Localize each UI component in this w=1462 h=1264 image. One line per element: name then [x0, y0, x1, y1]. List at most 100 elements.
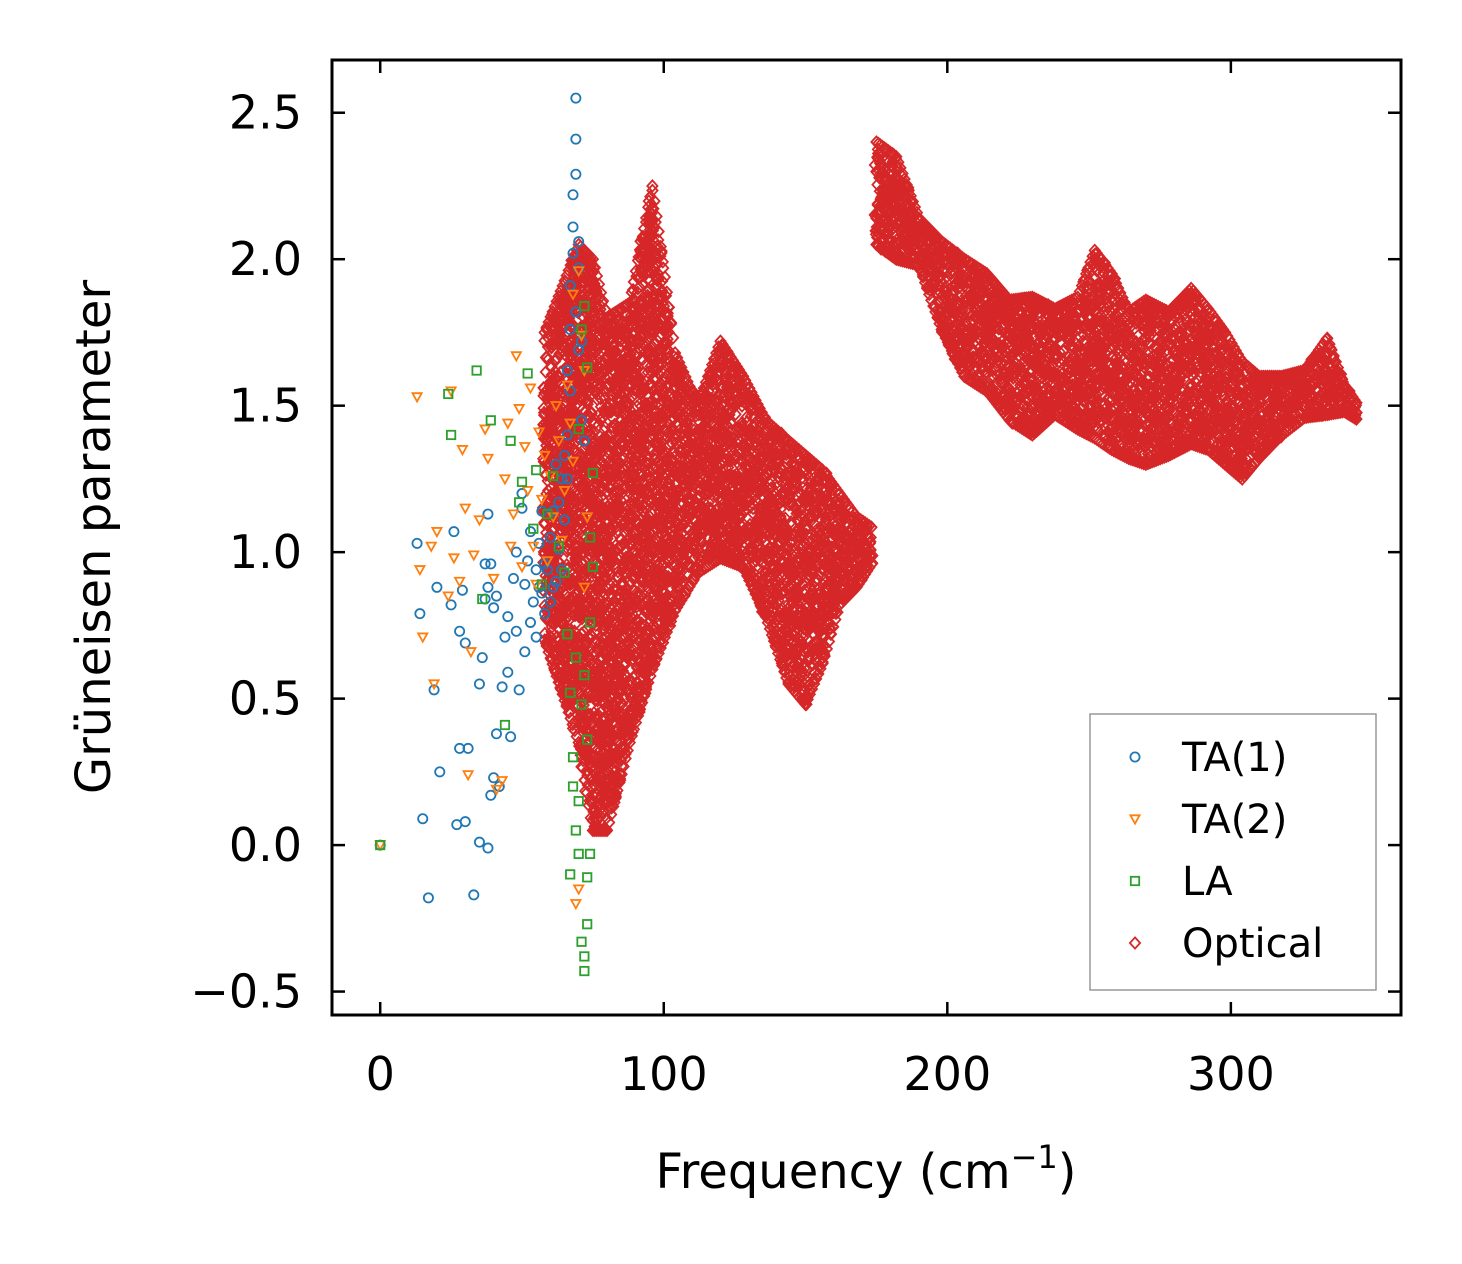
data-point — [568, 442, 582, 457]
data-point — [588, 319, 601, 333]
data-point — [584, 405, 598, 420]
data-point — [629, 586, 643, 601]
data-point — [605, 553, 619, 568]
data-point — [643, 292, 656, 306]
data-point — [609, 496, 623, 511]
data-point — [707, 377, 720, 392]
data-point — [602, 689, 616, 704]
data-point — [651, 462, 665, 477]
data-point — [652, 224, 665, 239]
data-point — [648, 437, 662, 451]
data-point — [613, 394, 627, 409]
data-point — [621, 743, 634, 758]
data-point — [600, 359, 614, 374]
series-optical — [536, 135, 1363, 838]
data-point — [600, 823, 614, 838]
data-point — [644, 197, 658, 211]
data-point — [568, 723, 582, 738]
data-point — [588, 416, 602, 431]
data-point — [557, 607, 571, 622]
data-point — [648, 194, 661, 209]
data-point — [580, 394, 593, 409]
data-point — [663, 471, 677, 486]
data-point — [596, 823, 610, 838]
data-point — [623, 421, 636, 436]
data-point — [681, 374, 694, 389]
data-point — [639, 679, 653, 694]
data-point — [656, 254, 670, 269]
data-point — [643, 264, 657, 279]
data-point — [646, 179, 659, 193]
data-point — [582, 707, 595, 722]
data-point — [615, 767, 628, 782]
data-point — [654, 239, 667, 254]
data-point — [619, 479, 633, 494]
data-point — [630, 599, 643, 614]
data-point — [597, 430, 611, 445]
data-point — [593, 523, 607, 537]
data-point — [668, 346, 682, 360]
data-point — [594, 366, 607, 381]
data-point — [661, 316, 674, 331]
data-point — [556, 344, 570, 359]
data-point — [613, 775, 626, 790]
data-point — [611, 783, 624, 798]
data-point — [552, 327, 566, 342]
data-point — [646, 631, 659, 646]
data-point — [626, 670, 640, 685]
data-point — [666, 330, 680, 345]
data-point — [658, 270, 672, 284]
data-point — [540, 323, 554, 338]
data-point — [701, 434, 715, 449]
data-point — [662, 458, 676, 473]
data-point — [630, 362, 644, 377]
data-point — [593, 808, 607, 823]
data-point — [563, 704, 576, 719]
data-point — [624, 673, 638, 688]
data-point — [617, 386, 631, 400]
data-point — [650, 209, 663, 224]
data-point — [638, 397, 652, 412]
data-point — [606, 799, 620, 814]
data-point — [670, 426, 683, 441]
data-point — [568, 398, 582, 413]
data-point — [651, 233, 665, 247]
data-point — [695, 550, 708, 564]
data-point — [617, 759, 630, 774]
data-point — [579, 652, 592, 667]
data-point — [586, 597, 599, 611]
data-point — [583, 652, 597, 667]
data-point — [679, 369, 692, 384]
data-point — [565, 317, 579, 331]
data-point — [619, 751, 632, 766]
data-point — [664, 315, 678, 330]
data-point — [662, 300, 676, 315]
data-point — [649, 554, 663, 568]
data-point — [583, 689, 597, 704]
data-point — [597, 805, 610, 820]
data-point — [619, 747, 632, 761]
data-point — [673, 589, 686, 604]
data-point — [608, 791, 622, 806]
data-point — [552, 594, 566, 609]
data-point — [620, 635, 634, 650]
data-point — [636, 559, 649, 574]
data-points — [374, 92, 1363, 977]
data-point — [602, 815, 616, 830]
data-point — [614, 493, 628, 508]
data-point — [700, 422, 713, 437]
data-point — [586, 787, 599, 802]
data-point — [545, 615, 558, 629]
data-point — [689, 402, 703, 417]
data-point — [636, 504, 649, 519]
data-point — [699, 394, 712, 409]
data-point — [604, 807, 618, 822]
data-point — [702, 486, 716, 501]
data-point — [674, 360, 688, 375]
data-point — [633, 280, 646, 295]
data-point — [649, 281, 662, 296]
data-point — [643, 222, 657, 237]
data-point — [661, 332, 674, 347]
data-point — [666, 504, 679, 519]
